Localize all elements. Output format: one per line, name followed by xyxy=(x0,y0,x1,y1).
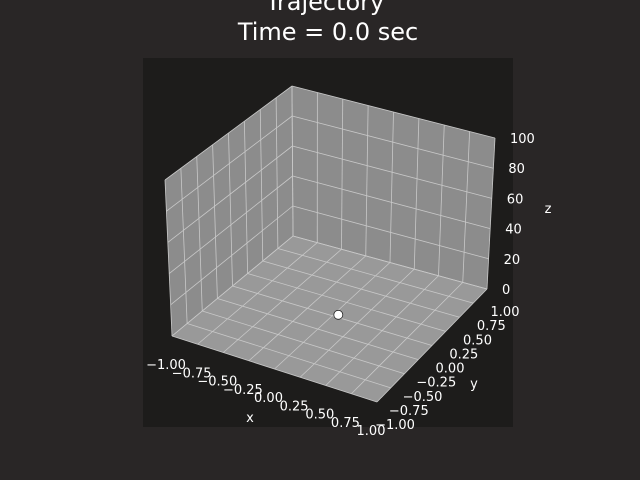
floor-pane xyxy=(172,236,487,402)
y-tick-label: 1.00 xyxy=(491,305,520,320)
grid-line-floor-y xyxy=(187,323,391,389)
grid-line-left-y xyxy=(275,97,279,249)
grid-line-back-x xyxy=(413,118,420,270)
grid-line-left-y xyxy=(212,144,218,299)
z-axis-label: z xyxy=(545,202,552,217)
y-tick-label: 0.00 xyxy=(436,362,465,377)
x-tick-label: 0.75 xyxy=(331,416,360,431)
x-tick-label: −0.50 xyxy=(197,375,237,390)
grid-line-floor-y xyxy=(247,273,446,332)
grid-line-back-z xyxy=(292,115,494,169)
x-tick-label: 0.50 xyxy=(305,408,334,423)
grid-line-left-z xyxy=(168,175,293,274)
grid-line-left-y xyxy=(259,109,264,262)
grid-line-left-z xyxy=(170,205,294,306)
grid-line-back-x xyxy=(486,137,496,290)
grid-line-left-z xyxy=(166,115,293,212)
x-tick-label: 1.00 xyxy=(357,424,386,439)
grid-line-floor-y xyxy=(277,248,474,304)
grid-line-floor-y xyxy=(171,335,378,403)
y-tick-label: 0.50 xyxy=(463,333,492,348)
y-tick-label: 0.25 xyxy=(449,347,478,362)
grid-line-left-z xyxy=(164,85,293,181)
grid-line-back-z xyxy=(292,175,491,229)
grid-line-back-x xyxy=(462,131,471,283)
x-tick-label: 0.25 xyxy=(280,399,309,414)
z-tick-label: 100 xyxy=(510,132,535,147)
grid-line-left-y xyxy=(180,168,188,324)
grid-line-floor-y xyxy=(202,310,405,375)
grid-line-back-x xyxy=(438,124,445,276)
grid-line-back-z xyxy=(291,85,496,139)
grid-line-back-z xyxy=(292,145,492,199)
grid-line-back-z xyxy=(292,205,489,260)
y-tick-label: −0.25 xyxy=(416,376,456,391)
tick-labels: −1.00−0.75−0.50−0.250.000.250.500.751.00… xyxy=(146,132,535,439)
grid-line-left-y xyxy=(243,121,249,274)
chart-subtitle: Time = 0.0 sec xyxy=(237,18,418,46)
grid-line-floor-y xyxy=(217,298,419,361)
grid-line-back-x xyxy=(389,111,394,263)
grid-line-floor-y xyxy=(232,285,433,346)
grid-line-left-y xyxy=(228,132,233,287)
grid-line-back-x xyxy=(341,98,344,250)
trajectory-point xyxy=(333,309,344,320)
grid-line-floor-y xyxy=(262,260,460,318)
grid-line-left-y xyxy=(291,85,294,237)
grid-line-back-z xyxy=(292,235,488,290)
x-tick-label: −1.00 xyxy=(146,358,186,373)
grid-line-back-x xyxy=(365,105,369,256)
y-tick-label: 0.75 xyxy=(477,319,506,334)
grid-line-left-z xyxy=(167,145,293,243)
z-tick-label: 80 xyxy=(508,162,525,177)
grid-line-left-y xyxy=(196,156,203,312)
grid-line-left-z xyxy=(171,235,294,337)
z-tick-label: 40 xyxy=(505,223,522,238)
y-axis-label: y xyxy=(470,377,478,392)
z-tick-label: 0 xyxy=(502,283,510,298)
chart-title: Trajectory xyxy=(265,0,385,16)
y-tick-label: −1.00 xyxy=(375,418,415,433)
data-points xyxy=(333,309,344,320)
x-tick-label: −0.75 xyxy=(172,366,212,381)
y-tick-label: −0.75 xyxy=(389,404,429,419)
y-tick-label: −0.50 xyxy=(403,390,443,405)
x-tick-label: −0.25 xyxy=(223,383,263,398)
grid-line-left-y xyxy=(164,179,173,337)
x-tick-label: 0.00 xyxy=(254,391,283,406)
z-tick-label: 20 xyxy=(504,253,521,268)
grid-lines xyxy=(164,85,496,403)
x-axis-label: x xyxy=(246,411,254,426)
z-tick-label: 60 xyxy=(507,192,524,207)
